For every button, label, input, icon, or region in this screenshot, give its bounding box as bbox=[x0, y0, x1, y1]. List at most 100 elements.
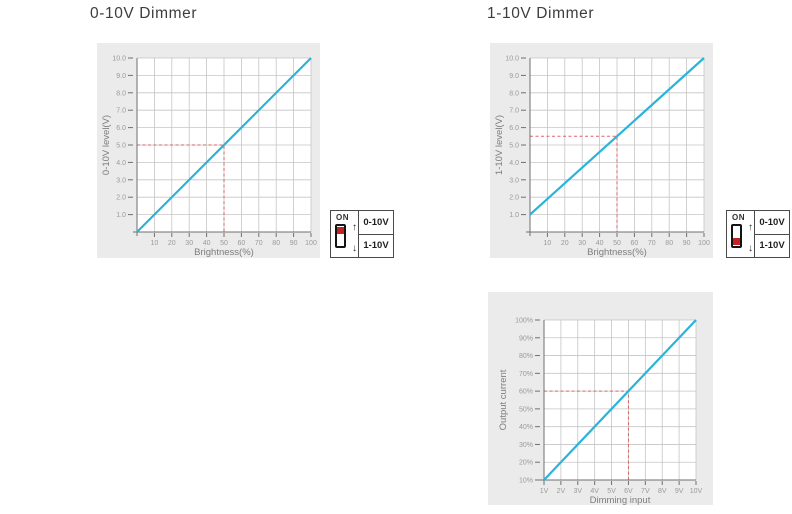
svg-text:100%: 100% bbox=[515, 318, 533, 325]
chart-0-10v-level-vs-brightness: 1.0 2.0 3.0 4.0 5.0 6.0 7.0 8.0 9.0 10.0 10 20 30 40 5… bbox=[101, 56, 317, 259]
dip-slider bbox=[731, 224, 742, 248]
chart-panel-0-10v: 1.0 2.0 3.0 4.0 5.0 6.0 7.0 8.0 9.0 10.0 10 20 30 40 5… bbox=[97, 43, 320, 258]
svg-text:5.0: 5.0 bbox=[116, 143, 126, 150]
mode-label-0-10v: 0-10V bbox=[363, 216, 389, 228]
svg-text:1.0: 1.0 bbox=[116, 212, 126, 219]
svg-text:6.0: 6.0 bbox=[509, 125, 519, 132]
svg-text:1.0: 1.0 bbox=[509, 212, 519, 219]
svg-text:30%: 30% bbox=[519, 442, 533, 449]
tick-labels: 10% 20% 30% 40% 50% 60% 70% 80% 90% 100% 1V 2V 3V 4V 5… bbox=[515, 318, 702, 496]
switch-mode-labels: 0-10V 1-10V bbox=[755, 211, 789, 257]
dip-slider bbox=[335, 224, 346, 248]
svg-text:70: 70 bbox=[648, 240, 656, 247]
reference-dashes bbox=[137, 144, 225, 232]
svg-text:2.0: 2.0 bbox=[509, 195, 519, 202]
axes bbox=[521, 57, 705, 237]
svg-text:8.0: 8.0 bbox=[116, 90, 126, 97]
switch-on-label: ON bbox=[336, 213, 349, 222]
svg-text:50%: 50% bbox=[519, 406, 533, 413]
chart-panel-1-10v: 1.0 2.0 3.0 4.0 5.0 6.0 7.0 8.0 9.0 10.0 10 20 30 40 5… bbox=[490, 43, 713, 258]
svg-text:80%: 80% bbox=[519, 353, 533, 360]
data-line bbox=[529, 57, 705, 216]
svg-text:4.0: 4.0 bbox=[116, 160, 126, 167]
svg-text:9V: 9V bbox=[675, 488, 684, 495]
arrow-down-icon: ↓ bbox=[748, 243, 753, 254]
svg-text:10V: 10V bbox=[690, 488, 703, 495]
svg-text:90: 90 bbox=[683, 240, 691, 247]
svg-text:10.0: 10.0 bbox=[112, 56, 126, 63]
section-title-0-10v-dimmer: 0-10V Dimmer bbox=[90, 5, 198, 22]
svg-text:40%: 40% bbox=[519, 424, 533, 431]
dip-switch-graphic: ON ↑ ↓ bbox=[331, 211, 359, 257]
svg-text:100: 100 bbox=[305, 240, 317, 247]
svg-text:70%: 70% bbox=[519, 371, 533, 378]
svg-text:10: 10 bbox=[544, 240, 552, 247]
dip-switch-legend-1-10v: ON ↑ ↓ 0-10V 1-10V bbox=[726, 210, 790, 258]
y-axis-label: 0-10V level(V) bbox=[101, 115, 112, 175]
svg-text:3.0: 3.0 bbox=[116, 177, 126, 184]
svg-text:3.0: 3.0 bbox=[509, 177, 519, 184]
arrow-up-icon: ↑ bbox=[748, 222, 753, 233]
svg-text:70: 70 bbox=[255, 240, 263, 247]
svg-text:2V: 2V bbox=[557, 488, 566, 495]
x-axis-label: Brightness(%) bbox=[194, 247, 254, 258]
svg-text:6V: 6V bbox=[624, 488, 633, 495]
svg-text:6.0: 6.0 bbox=[116, 125, 126, 132]
svg-text:30: 30 bbox=[185, 240, 193, 247]
svg-text:10: 10 bbox=[151, 240, 159, 247]
x-axis-label: Brightness(%) bbox=[587, 247, 647, 258]
arrow-down-icon: ↓ bbox=[352, 243, 357, 254]
tick-labels: 1.0 2.0 3.0 4.0 5.0 6.0 7.0 8.0 9.0 10.0 10 20 30 40 5… bbox=[505, 56, 710, 248]
x-axis-label: Dimming input bbox=[590, 495, 651, 505]
svg-text:50: 50 bbox=[220, 240, 228, 247]
svg-text:8.0: 8.0 bbox=[509, 90, 519, 97]
svg-text:5.0: 5.0 bbox=[509, 143, 519, 150]
svg-text:60: 60 bbox=[238, 240, 246, 247]
data-line bbox=[543, 319, 697, 481]
svg-text:40: 40 bbox=[203, 240, 211, 247]
mode-label-0-10v: 0-10V bbox=[759, 216, 785, 228]
mode-label-1-10v: 1-10V bbox=[755, 233, 789, 258]
mode-label-1-10v: 1-10V bbox=[359, 233, 393, 258]
dip-switch-legend-0-10v: ON ↑ ↓ 0-10V 1-10V bbox=[330, 210, 394, 258]
switch-mode-labels: 0-10V 1-10V bbox=[359, 211, 393, 257]
svg-text:4V: 4V bbox=[590, 488, 599, 495]
tick-labels: 1.0 2.0 3.0 4.0 5.0 6.0 7.0 8.0 9.0 10.0 10 20 30 40 5… bbox=[112, 56, 317, 248]
svg-text:60%: 60% bbox=[519, 389, 533, 396]
dip-switch-graphic: ON ↑ ↓ bbox=[727, 211, 755, 257]
svg-text:9.0: 9.0 bbox=[116, 73, 126, 80]
svg-text:7.0: 7.0 bbox=[509, 108, 519, 115]
arrow-up-icon: ↑ bbox=[352, 222, 357, 233]
chart-1-10v-level-vs-brightness: 1.0 2.0 3.0 4.0 5.0 6.0 7.0 8.0 9.0 10.0 10 20 30 40 5… bbox=[494, 56, 710, 259]
section-title-1-10v-dimmer: 1-10V Dimmer bbox=[487, 5, 595, 22]
chart-output-current-vs-dimming-input: 10% 20% 30% 40% 50% 60% 70% 80% 90% 100% 1V 2V 3V 4V 5… bbox=[498, 318, 703, 506]
svg-text:50: 50 bbox=[613, 240, 621, 247]
svg-text:10.0: 10.0 bbox=[505, 56, 519, 63]
grid-lines bbox=[530, 57, 705, 232]
svg-text:7V: 7V bbox=[641, 488, 650, 495]
svg-text:5V: 5V bbox=[607, 488, 616, 495]
switch-on-label: ON bbox=[732, 213, 745, 222]
svg-text:90%: 90% bbox=[519, 335, 533, 342]
svg-text:20: 20 bbox=[561, 240, 569, 247]
svg-text:20%: 20% bbox=[519, 460, 533, 467]
svg-text:30: 30 bbox=[578, 240, 586, 247]
switch-knob bbox=[733, 238, 740, 245]
reference-dashes bbox=[530, 135, 618, 232]
svg-text:90: 90 bbox=[290, 240, 298, 247]
axes bbox=[535, 319, 697, 485]
switch-knob bbox=[337, 227, 344, 234]
svg-text:100: 100 bbox=[698, 240, 710, 247]
svg-text:10%: 10% bbox=[519, 478, 533, 485]
svg-text:4.0: 4.0 bbox=[509, 160, 519, 167]
data-line bbox=[136, 57, 312, 233]
svg-text:20: 20 bbox=[168, 240, 176, 247]
svg-text:80: 80 bbox=[665, 240, 673, 247]
y-axis-label: 1-10V level(V) bbox=[494, 115, 505, 175]
svg-text:40: 40 bbox=[596, 240, 604, 247]
svg-text:1V: 1V bbox=[540, 488, 549, 495]
svg-text:7.0: 7.0 bbox=[116, 108, 126, 115]
svg-text:80: 80 bbox=[272, 240, 280, 247]
svg-text:9.0: 9.0 bbox=[509, 73, 519, 80]
